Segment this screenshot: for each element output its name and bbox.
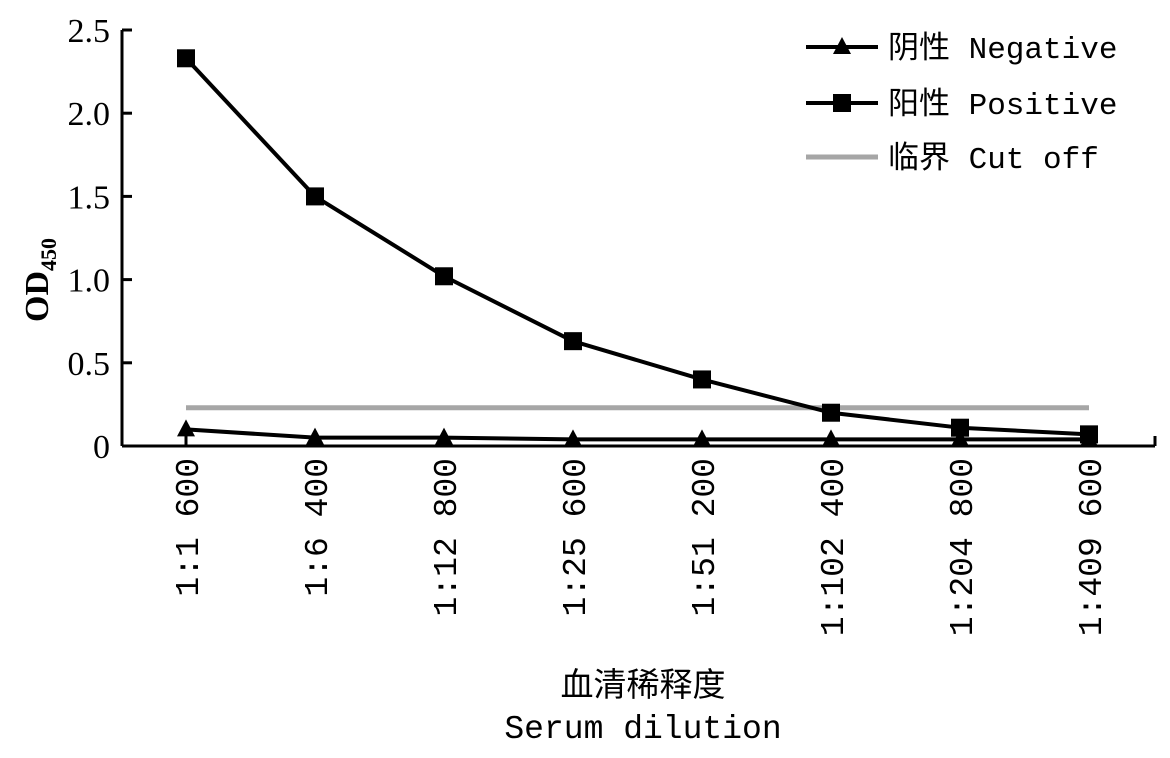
legend-label: 阳性 Positive [888,87,1117,124]
legend-label: 阴性 Negative [888,31,1117,68]
legend-marker [833,94,851,112]
data-point [564,332,582,351]
y-tick-label: 1.5 [68,179,111,216]
x-tick-label: 1:102 400 [816,458,853,636]
legend: 阴性 Negative 阳性 Positive 临界 Cut off [806,31,1117,178]
x-axis-ticks: 1:1 600 1:6 400 1:12 800 1:25 600 1:51 200 1:… [171,436,1111,636]
x-tick-label: 1:409 600 [1074,458,1111,636]
data-point [435,267,453,286]
y-tick-label: 0 [93,429,110,466]
x-tick-label: 1:12 800 [429,458,466,616]
y-axis-label: OD450 [19,238,61,322]
data-point [693,370,711,389]
legend-item: 临界 Cut off [806,141,1099,178]
legend-item: 阴性 Negative [806,31,1117,68]
legend-item: 阳性 Positive [806,87,1117,124]
y-tick-label: 2.5 [68,13,111,50]
data-point [435,427,453,445]
data-point [822,429,840,447]
x-tick-label: 1:25 600 [558,458,595,616]
x-tick-label: 1:6 400 [300,458,337,597]
data-point [177,49,195,68]
data-point [951,418,969,437]
x-axis-label-en: Serum dilution [504,711,781,748]
legend-marker [833,37,851,54]
data-point [822,403,840,422]
data-point [564,429,582,447]
y-tick-label: 0.5 [68,346,111,383]
x-tick-label: 1:1 600 [171,458,208,597]
data-point [306,187,324,206]
series-line [185,427,1089,442]
data-point [177,419,195,437]
series-1 [177,49,1098,444]
y-tick-label: 2.0 [68,96,111,133]
y-axis-label-subscript: 450 [36,238,61,271]
legend-label: 临界 Cut off [888,141,1099,178]
axes [120,30,1157,448]
y-axis-label-main: OD [19,271,56,322]
series-0 [177,419,1098,447]
series-layer [177,49,1098,447]
x-tick-label: 1:204 800 [945,458,982,636]
y-tick-label: 1.0 [68,263,111,300]
x-axis-label-cn: 血清稀释度 [561,665,726,704]
data-point [951,429,969,447]
data-point [1080,425,1098,444]
data-point [306,427,324,445]
series-line [184,56,1090,437]
data-point [693,429,711,447]
y-axis-ticks: 0 0.5 1.0 1.5 2.0 2.5 [68,13,132,466]
x-tick-label: 1:51 200 [687,458,724,616]
